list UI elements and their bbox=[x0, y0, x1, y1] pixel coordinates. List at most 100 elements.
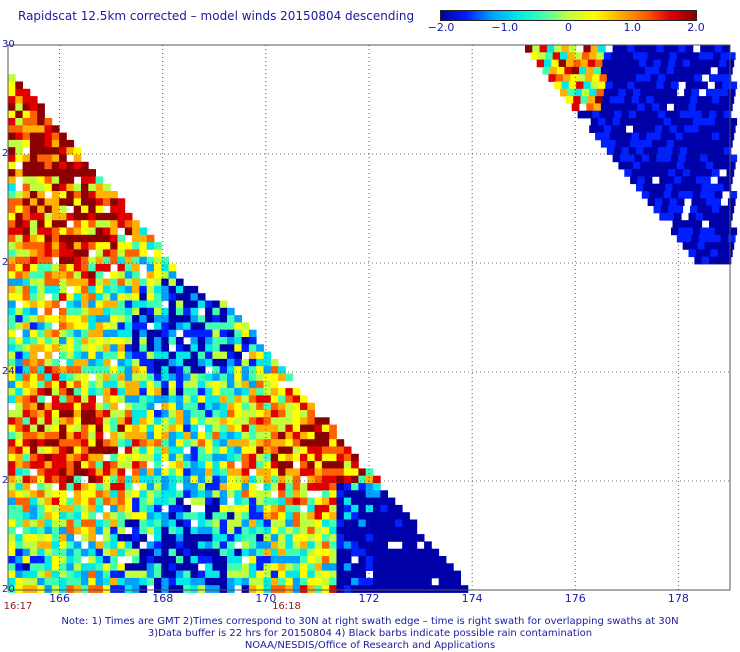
swath-cell bbox=[154, 417, 162, 425]
swath-cell bbox=[51, 373, 60, 382]
swath-cell bbox=[22, 307, 31, 316]
swath-cell bbox=[453, 577, 461, 586]
swath-cell bbox=[190, 293, 199, 301]
swath-cell bbox=[88, 577, 96, 586]
swath-cell bbox=[373, 483, 381, 491]
swath-cell bbox=[285, 373, 294, 382]
swath-cell bbox=[81, 402, 89, 411]
swath-cell bbox=[44, 556, 53, 564]
swath-cell bbox=[241, 417, 250, 425]
swath-cell bbox=[703, 139, 711, 148]
swath-cell bbox=[132, 548, 140, 557]
swath-cell bbox=[117, 293, 126, 301]
swath-cell bbox=[117, 468, 126, 477]
swath-time-label: 16:18 bbox=[272, 601, 301, 612]
swath-cell bbox=[59, 366, 67, 374]
swath-cell bbox=[270, 358, 279, 367]
swath-cell bbox=[117, 300, 126, 309]
swath-cell bbox=[8, 118, 16, 126]
swath-cell bbox=[716, 147, 724, 155]
swath-cell bbox=[373, 475, 381, 484]
swath-cell bbox=[234, 483, 242, 491]
swath-cell bbox=[37, 541, 45, 550]
swath-cell bbox=[15, 548, 23, 557]
swath-cell bbox=[351, 519, 359, 528]
swath-cell bbox=[567, 88, 575, 97]
swath-cell bbox=[29, 293, 38, 301]
swath-cell bbox=[402, 563, 410, 571]
swath-cell bbox=[263, 380, 272, 389]
swath-cell bbox=[15, 132, 23, 141]
swath-cell bbox=[615, 139, 624, 148]
swath-cell bbox=[212, 300, 221, 309]
swath-cell bbox=[88, 446, 96, 455]
swath-cell bbox=[263, 358, 272, 367]
swath-cell bbox=[124, 439, 133, 447]
swath-cell bbox=[227, 337, 235, 345]
swath-cell bbox=[88, 556, 96, 564]
swath-cell bbox=[292, 585, 301, 593]
swath-cell bbox=[205, 337, 213, 345]
swath-cell bbox=[380, 504, 388, 513]
swath-cell bbox=[212, 322, 221, 331]
swath-cell bbox=[51, 417, 60, 425]
swath-cell bbox=[168, 337, 177, 345]
swath-cell bbox=[256, 504, 264, 513]
swath-cell bbox=[8, 461, 16, 469]
swath-cell bbox=[132, 410, 140, 418]
swath-cell bbox=[409, 526, 418, 535]
swath-cell bbox=[175, 410, 184, 418]
swath-cell bbox=[102, 198, 111, 206]
swath-cell bbox=[358, 504, 367, 513]
swath-cell bbox=[37, 300, 45, 309]
swath-cell bbox=[263, 439, 272, 447]
swath-cell bbox=[234, 577, 242, 586]
swath-cell bbox=[66, 139, 75, 148]
swath-cell bbox=[124, 358, 133, 367]
swath-cell bbox=[549, 66, 558, 75]
latitude-label: 2 bbox=[2, 257, 9, 268]
swath-cell bbox=[256, 570, 264, 579]
swath-cell bbox=[102, 556, 111, 564]
swath-cell bbox=[95, 358, 104, 367]
swath-cell bbox=[694, 256, 703, 265]
swath-cell bbox=[37, 103, 45, 112]
longitude-label: 166 bbox=[49, 592, 71, 605]
swath-cell bbox=[73, 227, 82, 236]
swath-cell bbox=[15, 118, 23, 126]
swath-cell bbox=[15, 81, 23, 90]
swath-cell bbox=[625, 88, 634, 97]
swath-cell bbox=[695, 212, 704, 221]
swath-cell bbox=[351, 483, 359, 491]
swath-cell bbox=[314, 504, 323, 513]
map-title: Rapidscat 12.5km corrected – model winds… bbox=[18, 9, 415, 23]
swath-cell bbox=[29, 358, 38, 367]
swath-cell bbox=[713, 234, 721, 243]
swath-cell bbox=[212, 541, 221, 550]
swath-cell bbox=[682, 132, 691, 141]
swath-cell bbox=[88, 410, 96, 418]
swath-cell bbox=[44, 483, 53, 491]
swath-cell bbox=[612, 81, 621, 90]
swath-cell bbox=[59, 512, 67, 520]
swath-cell bbox=[690, 96, 698, 104]
swath-cell bbox=[22, 183, 31, 192]
swath-cell bbox=[710, 249, 719, 258]
swath-cell bbox=[29, 125, 38, 133]
swath-cell bbox=[66, 461, 75, 469]
swath-cell bbox=[73, 366, 82, 374]
swath-cell bbox=[719, 242, 727, 250]
swath-cell bbox=[424, 563, 432, 571]
swath-cell bbox=[351, 585, 359, 593]
swath-cell bbox=[256, 380, 264, 389]
swath-cell bbox=[285, 563, 294, 571]
swath-cell bbox=[183, 461, 191, 469]
swath-cell bbox=[44, 169, 53, 177]
swath-cell bbox=[117, 351, 126, 360]
swath-cell bbox=[409, 541, 418, 550]
swath-cell bbox=[88, 570, 96, 579]
swath-cell bbox=[612, 45, 621, 53]
swath-cell bbox=[8, 395, 16, 404]
swath-cell bbox=[219, 424, 228, 433]
swath-cell bbox=[197, 497, 206, 506]
